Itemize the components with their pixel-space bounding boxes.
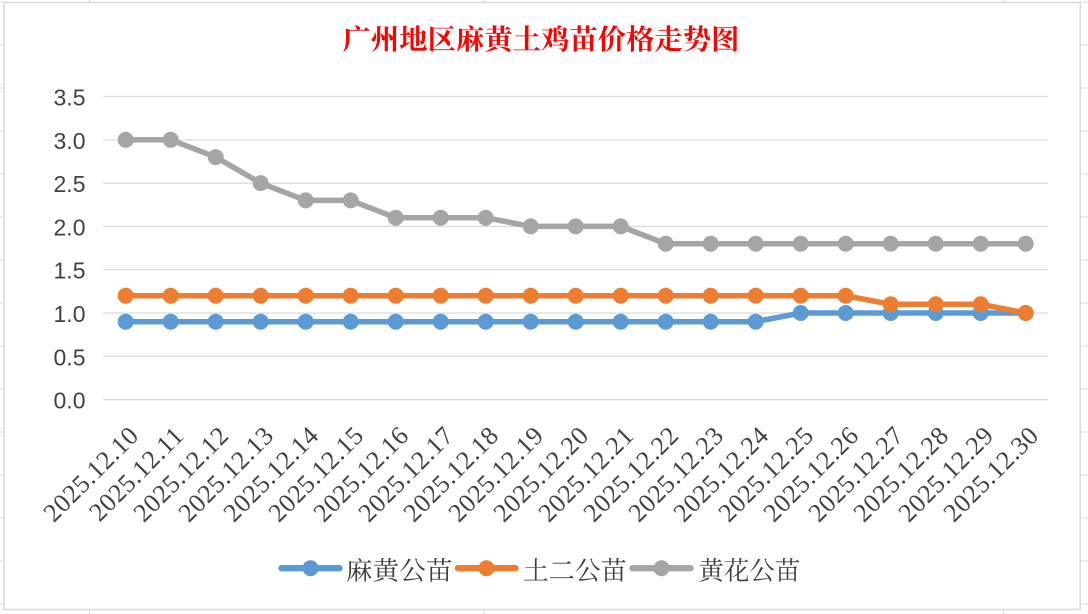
svg-text:0.5: 0.5 <box>54 344 86 370</box>
svg-text:3.0: 3.0 <box>54 128 86 154</box>
svg-text:1.5: 1.5 <box>54 258 86 284</box>
svg-text:1.0: 1.0 <box>54 301 86 327</box>
svg-text:0.0: 0.0 <box>54 388 86 414</box>
svg-text:2.5: 2.5 <box>54 171 86 197</box>
svg-text:2.0: 2.0 <box>54 214 86 240</box>
svg-text:3.5: 3.5 <box>54 85 86 111</box>
